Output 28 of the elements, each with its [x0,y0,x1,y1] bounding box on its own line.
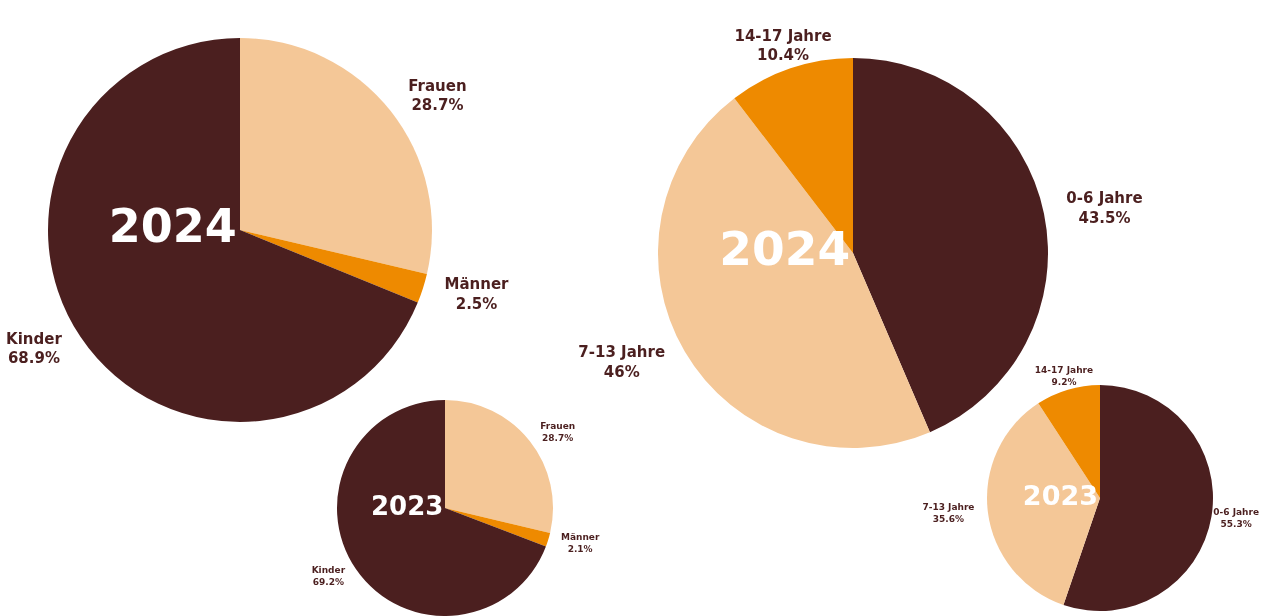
slice-label: 0-6 Jahre [1213,507,1259,518]
slice-label: Kinder [6,329,63,348]
data-label: 28.7% [411,96,464,115]
data-label: 35.6% [932,513,965,524]
text: 2024 [108,198,237,253]
text: 2024 [719,221,851,277]
data-label: 55.3% [1220,518,1252,529]
data-label: 2.5% [455,294,498,313]
data-label: 28.7% [542,432,574,443]
slice-label: Männer [560,532,600,543]
data-label: 2.1% [567,543,593,554]
slice-label: Frauen [540,421,576,432]
slice-label: 14-17 Jahre [734,26,832,45]
data-label: 68.9% [7,349,60,368]
data-label: 9.2% [1051,376,1077,387]
slice-label: 14-17 Jahre [1034,365,1094,376]
text: 2023 [371,490,444,521]
data-label: 10.4% [757,46,810,65]
data-label: 69.2% [312,577,344,588]
data-label: 46% [603,362,640,381]
data-label: 43.5% [1078,208,1131,227]
text: 2023 [1022,480,1099,512]
slice-label: Männer [444,275,510,294]
slice-label: Kinder [311,565,346,576]
slice-label: Frauen [408,76,467,95]
slice-label: 7-13 Jahre [578,343,666,362]
slice-label: 0-6 Jahre [1066,189,1143,208]
slice-label: 7-13 Jahre [922,502,975,513]
